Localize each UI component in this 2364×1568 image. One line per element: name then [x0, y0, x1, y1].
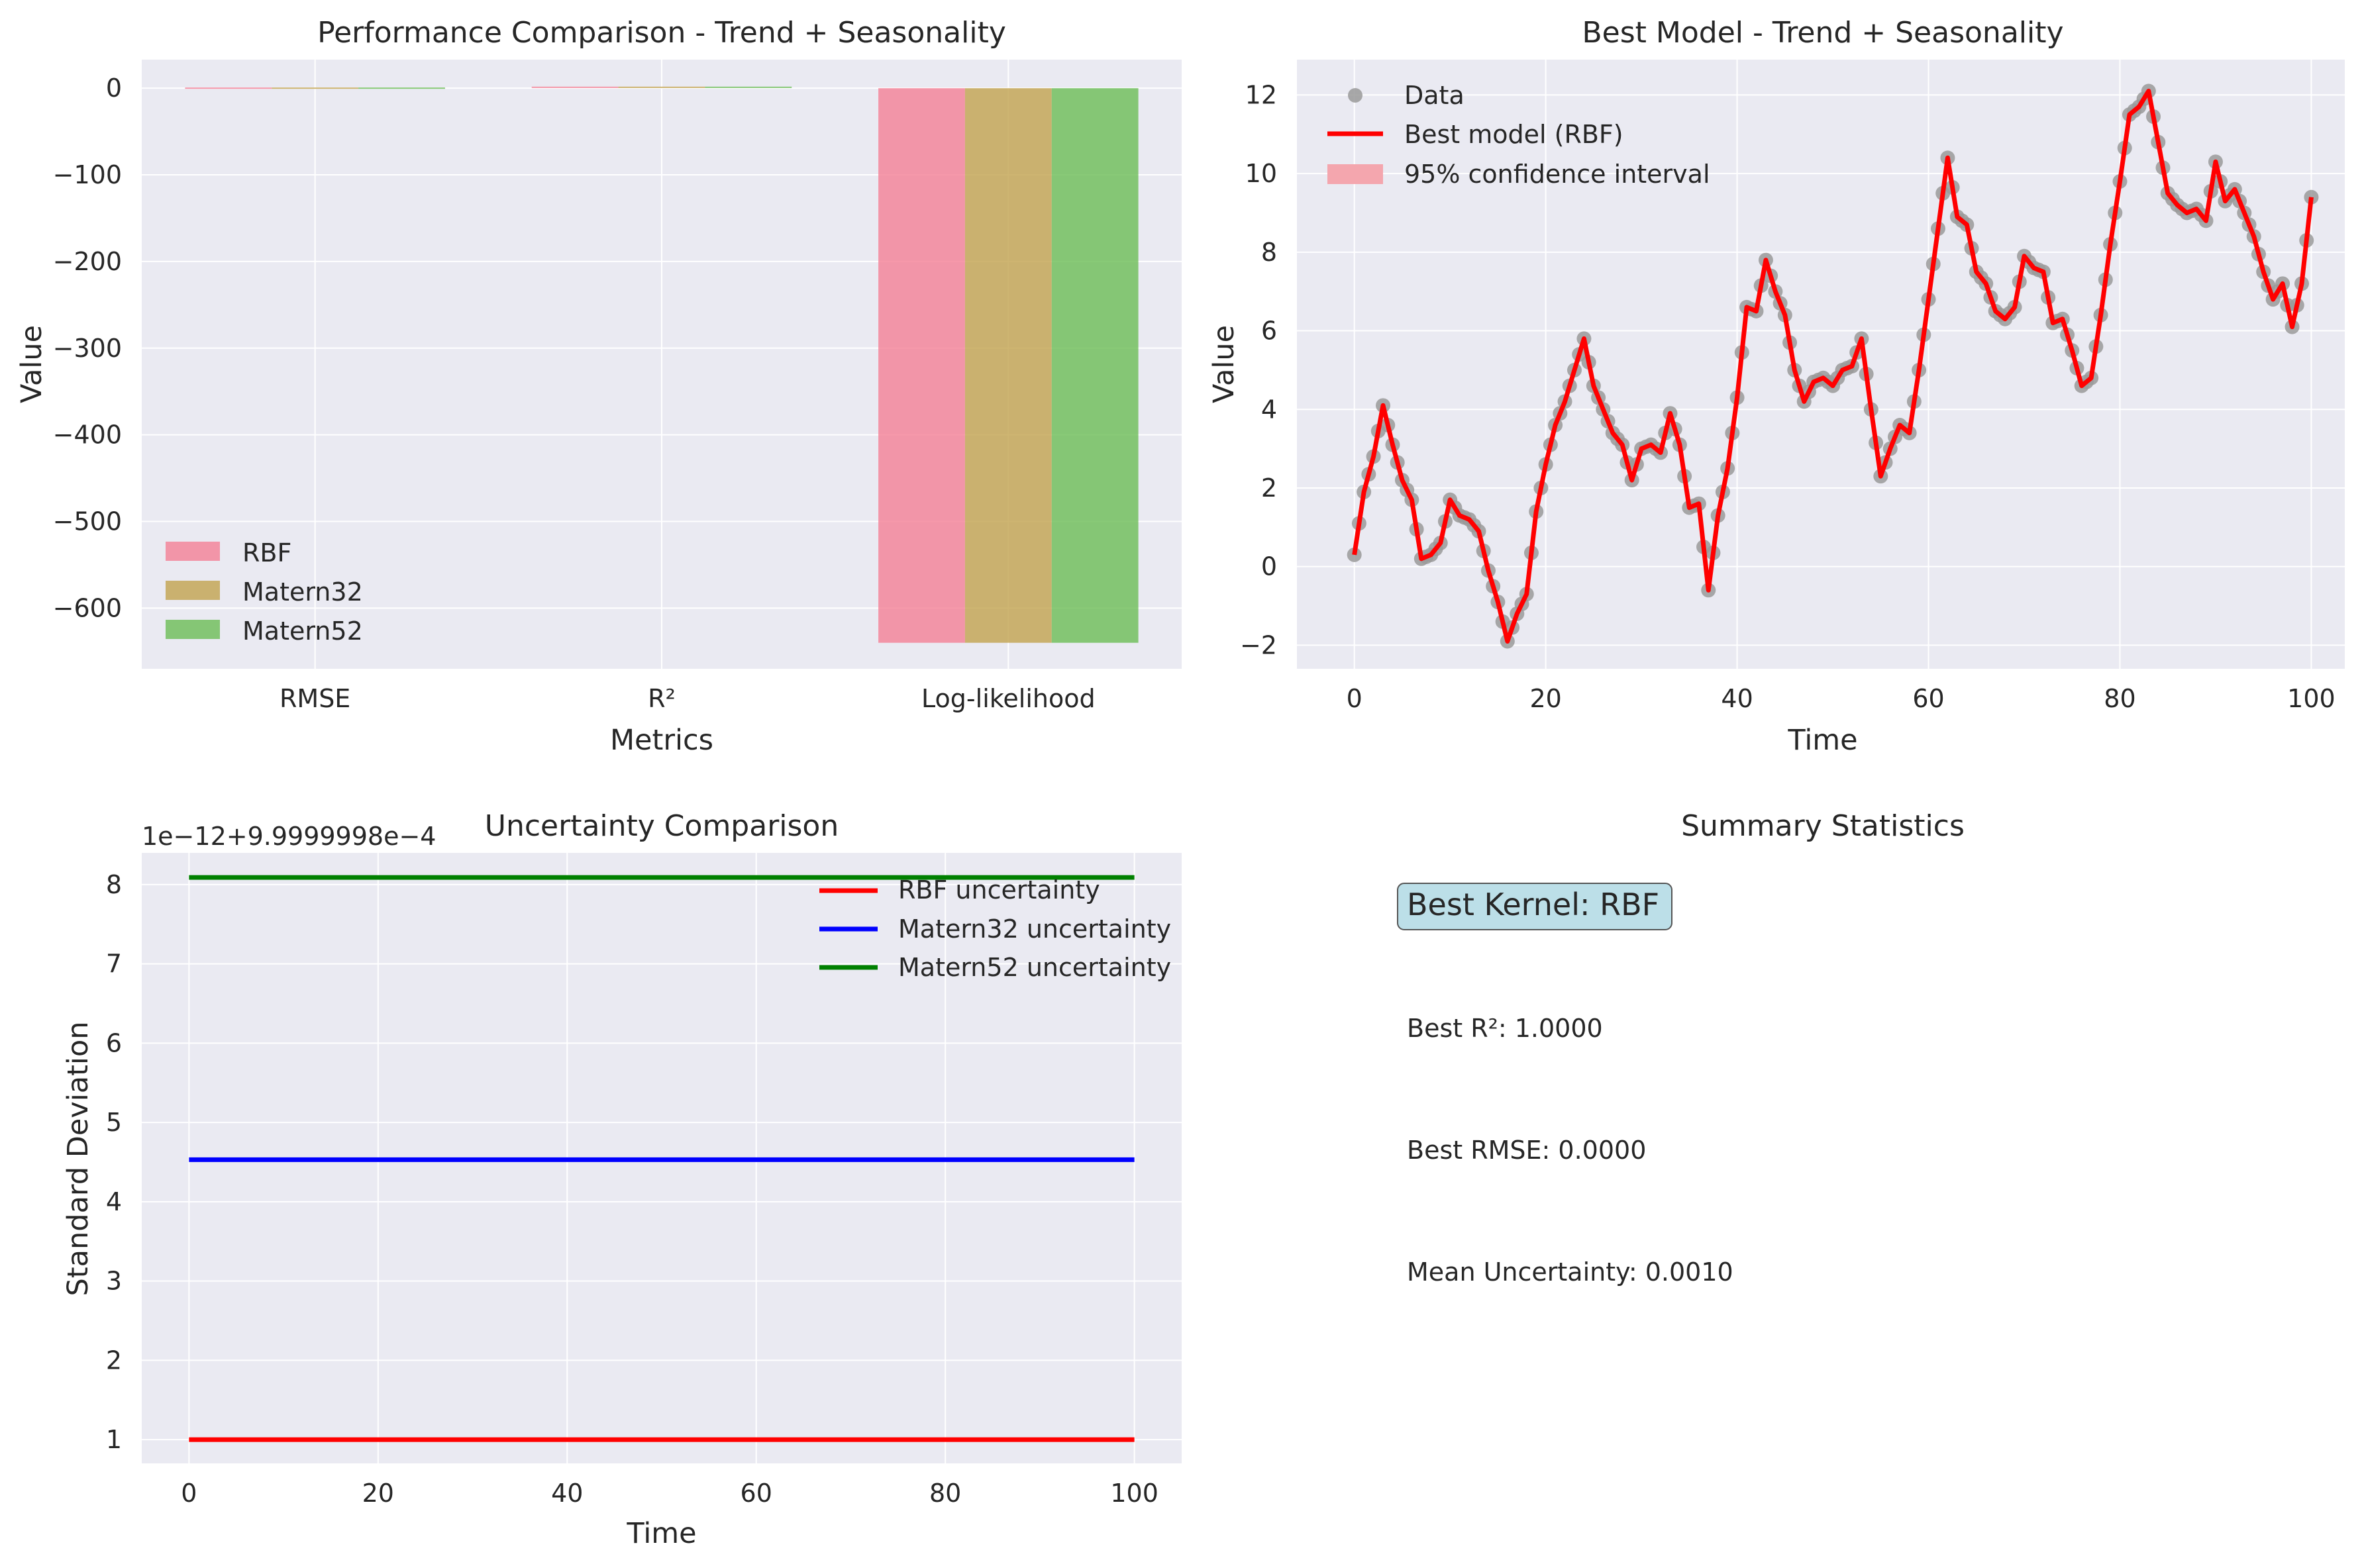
- y-tick-label: −300: [53, 334, 122, 363]
- best-rmse-text: Best RMSE: 0.0000: [1407, 1136, 1646, 1165]
- y-tick-label: 10: [1245, 159, 1277, 188]
- y-tick-label: 2: [106, 1346, 122, 1375]
- legend-swatch-rbf: [166, 542, 220, 561]
- x-tick-label: 0: [1347, 684, 1362, 713]
- y-tick-label: 12: [1245, 80, 1277, 109]
- bar-rbf-1: [531, 86, 619, 88]
- performance-legend: RBF Matern32 Matern52: [166, 538, 363, 646]
- x-tick-label: 100: [1110, 1479, 1158, 1508]
- uncertainty-y-label: Standard Deviation: [62, 1022, 95, 1297]
- best-model-series: [1347, 83, 2319, 649]
- x-tick-label: 80: [2104, 684, 2135, 713]
- x-tick-label: 40: [1721, 684, 1753, 713]
- performance-chart: 0 −100 −200 −300 −400 −500 −600 RMSE R² Log-like…: [15, 16, 1182, 757]
- best-r2-text: Best R²: 1.0000: [1407, 1014, 1603, 1043]
- legend-label-data: Data: [1404, 81, 1465, 110]
- uncertainty-offset-label: 1e−12+9.9999998e−4: [142, 822, 436, 851]
- best-model-x-label: Time: [1787, 724, 1857, 757]
- y-tick-label: 6: [1261, 317, 1277, 346]
- y-tick-label: 8: [106, 870, 122, 899]
- bar-rbf-2: [878, 88, 965, 643]
- x-tick-label: 60: [1912, 684, 1944, 713]
- x-tick-label: 20: [362, 1479, 394, 1508]
- legend-label-matern32-uncertainty: Matern32 uncertainty: [898, 914, 1171, 944]
- summary-title: Summary Statistics: [1681, 809, 1965, 843]
- best-kernel-badge: [1397, 883, 1672, 930]
- best-model-x-ticks: 0 20 40 60 80 100: [1347, 684, 2336, 713]
- y-tick-label: −200: [53, 247, 122, 276]
- y-tick-label: 4: [106, 1187, 122, 1216]
- legend-swatch-matern52: [166, 620, 220, 639]
- bar-rbf-0: [185, 87, 272, 89]
- performance-y-label: Value: [15, 325, 48, 403]
- best-model-title: Best Model - Trend + Seasonality: [1582, 16, 2063, 50]
- performance-y-ticks: 0 −100 −200 −300 −400 −500 −600: [53, 74, 122, 622]
- legend-label-rbf-uncertainty: RBF uncertainty: [898, 875, 1100, 905]
- best-model-grid: [1297, 60, 2345, 669]
- uncertainty-legend: RBF uncertainty Matern32 uncertainty Mat…: [819, 875, 1171, 982]
- best-model-plot-area: [1297, 60, 2345, 669]
- best-model-legend: Data Best model (RBF) 95% confidence int…: [1327, 81, 1710, 189]
- bar-matern32-2: [964, 88, 1052, 643]
- y-tick-label: −2: [1240, 630, 1277, 660]
- performance-x-label: Metrics: [610, 724, 713, 757]
- legend-label-matern52-uncertainty: Matern52 uncertainty: [898, 953, 1171, 982]
- uncertainty-lines: [189, 875, 1135, 1442]
- performance-x-ticks: RMSE R² Log-likelihood: [280, 684, 1096, 713]
- best-model-chart: −2 0 2 4 6 8 10 12 0 20 40 60 80 100 Best Model - Tr…: [1208, 16, 2345, 757]
- uncertainty-x-ticks: 0 20 40 60 80 100: [181, 1479, 1158, 1508]
- best-kernel-text: Best Kernel: RBF: [1407, 887, 1659, 922]
- y-tick-label: 7: [106, 950, 122, 979]
- bar-matern32-0: [272, 87, 359, 89]
- x-tick-label: 0: [181, 1479, 197, 1508]
- legend-label-matern32: Matern32: [242, 577, 363, 607]
- x-tick-label: 20: [1529, 684, 1561, 713]
- y-tick-label: −600: [53, 593, 122, 622]
- bar-matern52-2: [1051, 88, 1139, 643]
- legend-label-model: Best model (RBF): [1404, 120, 1623, 149]
- summary-panel: Summary Statistics Best Kernel: RBF Best…: [1397, 809, 1965, 1287]
- x-tick-label: 80: [929, 1479, 961, 1508]
- y-tick-label: 1: [106, 1425, 122, 1454]
- uncertainty-chart: 1 2 3 4 5 6 7 8 0 20 40 60 80 100 Uncertainty Compar…: [62, 809, 1182, 1550]
- legend-marker-data: [1348, 88, 1362, 103]
- legend-swatch-matern32: [166, 581, 220, 600]
- uncertainty-title: Uncertainty Comparison: [485, 809, 839, 843]
- bar-matern52-1: [705, 86, 792, 88]
- performance-title: Performance Comparison - Trend + Seasona…: [317, 16, 1006, 50]
- y-tick-label: 0: [106, 74, 122, 103]
- uncertainty-y-ticks: 1 2 3 4 5 6 7 8: [106, 870, 122, 1454]
- x-tick-label: 40: [551, 1479, 583, 1508]
- y-tick-label: 3: [106, 1267, 122, 1296]
- legend-label-matern52: Matern52: [242, 616, 363, 646]
- y-tick-label: 5: [106, 1108, 122, 1137]
- best-model-y-ticks: −2 0 2 4 6 8 10 12: [1240, 80, 1277, 660]
- performance-bars: [185, 86, 1139, 643]
- y-tick-label: 6: [106, 1028, 122, 1057]
- y-tick-label: −500: [53, 507, 122, 536]
- x-tick-label: 100: [2287, 684, 2336, 713]
- y-tick-label: −400: [53, 420, 122, 450]
- x-tick-label: Log-likelihood: [921, 684, 1096, 713]
- legend-label-rbf: RBF: [242, 538, 291, 567]
- mean-uncertainty-text: Mean Uncertainty: 0.0010: [1407, 1257, 1733, 1287]
- y-tick-label: −100: [53, 160, 122, 189]
- x-tick-label: R²: [648, 684, 676, 713]
- legend-label-ci: 95% confidence interval: [1404, 160, 1710, 189]
- best-model-y-label: Value: [1208, 325, 1241, 403]
- best-model-line: [1352, 88, 2314, 644]
- legend-swatch-ci: [1327, 164, 1383, 184]
- x-tick-label: RMSE: [280, 684, 350, 713]
- y-tick-label: 0: [1261, 552, 1277, 581]
- uncertainty-x-label: Time: [626, 1517, 696, 1550]
- x-tick-label: 60: [741, 1479, 772, 1508]
- y-tick-label: 2: [1261, 473, 1277, 503]
- y-tick-label: 4: [1261, 395, 1277, 424]
- bar-matern32-1: [618, 86, 705, 88]
- y-tick-label: 8: [1261, 238, 1277, 267]
- bar-matern52-0: [358, 87, 445, 89]
